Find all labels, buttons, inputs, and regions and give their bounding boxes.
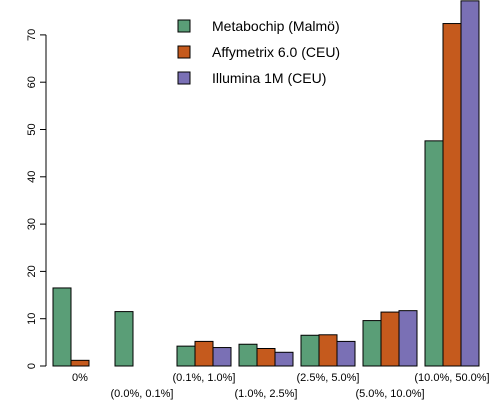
legend-swatch xyxy=(177,45,191,59)
y-tick-label: 10 xyxy=(26,313,38,325)
x-tick-label: (2.5%, 5.0%] xyxy=(297,372,360,384)
y-axis: 0 10 20 30 40 50 60 70 xyxy=(26,29,47,369)
bar xyxy=(318,334,338,367)
bar xyxy=(194,340,214,367)
legend: Metabochip (Malmö) Affymetrix 6.0 (CEU) Il… xyxy=(177,18,340,86)
bar xyxy=(442,23,462,367)
y-tick-label: 50 xyxy=(26,123,38,135)
y-tick-label: 30 xyxy=(26,218,38,230)
bar xyxy=(114,311,134,367)
x-tick-label: 0% xyxy=(72,372,88,384)
bar xyxy=(176,345,196,367)
y-tick-label: 60 xyxy=(26,76,38,88)
bars-group xyxy=(52,0,480,367)
x-tick-label: (1.0%, 2.5%] xyxy=(235,388,298,400)
legend-swatch xyxy=(177,71,191,85)
x-axis: 0% (0.0%, 0.1%] (0.1%, 1.0%] (1.0%, 2.5%] (2… xyxy=(72,372,489,400)
bar xyxy=(300,334,320,367)
bar xyxy=(238,343,258,367)
bar xyxy=(274,351,294,367)
x-tick-label: (10.0%, 50.0%] xyxy=(414,372,489,384)
bar xyxy=(52,287,72,367)
legend-swatch xyxy=(177,19,191,33)
bar xyxy=(460,0,480,367)
x-tick-label: (5.0%, 10.0%] xyxy=(355,388,424,400)
bar xyxy=(212,347,232,367)
legend-label: Metabochip (Malmö) xyxy=(212,18,340,34)
y-tick-label: 40 xyxy=(26,171,38,183)
legend-label: Affymetrix 6.0 (CEU) xyxy=(212,44,340,60)
x-tick-label: (0.1%, 1.0%] xyxy=(173,372,236,384)
bar xyxy=(70,359,90,367)
legend-label: Illumina 1M (CEU) xyxy=(212,70,326,86)
bar xyxy=(380,311,400,367)
x-tick-label: (0.0%, 0.1%] xyxy=(111,388,174,400)
bar xyxy=(398,310,418,367)
bar xyxy=(256,347,276,367)
y-tick-label: 20 xyxy=(26,265,38,277)
y-tick-label: 70 xyxy=(26,29,38,41)
bar xyxy=(424,140,444,367)
bar xyxy=(362,320,382,367)
y-tick-label: 0 xyxy=(26,363,38,369)
bar xyxy=(336,340,356,367)
